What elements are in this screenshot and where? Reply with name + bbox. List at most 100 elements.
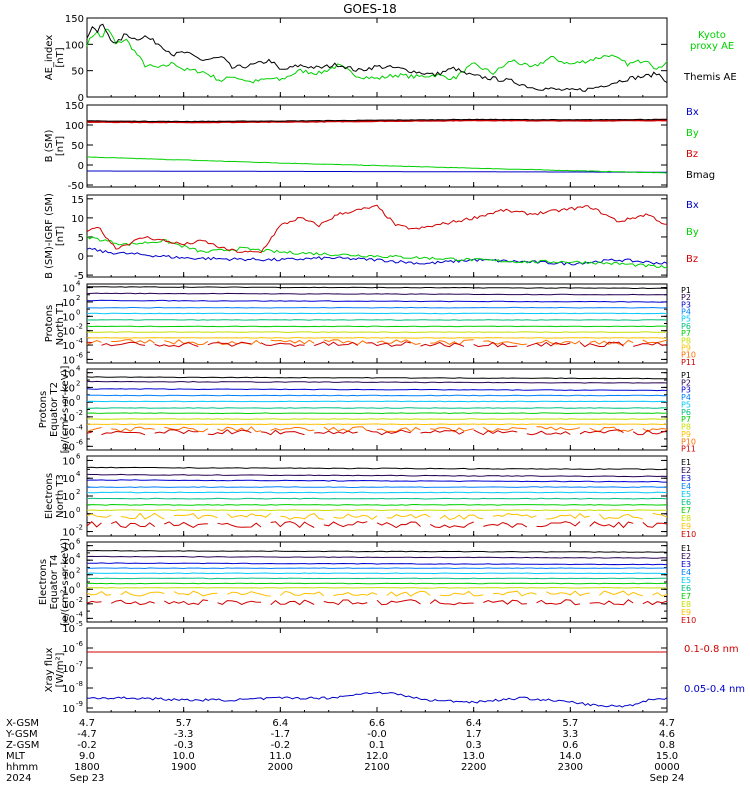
panel-electrons-t4-ytick-exp-0: -4 [76,610,84,618]
panel-bsm-series-bx [87,170,667,173]
panel-protons-t2-channel-p10-trace [483,426,527,433]
panel-electrons-t4-channel-e10-trace [110,599,155,606]
panel-protons-t2-channel-label-p5: P5 [681,400,691,409]
panel-protons-t1-channel-p10-trace [111,339,155,344]
panel-protons-t2-ytick-label-1: 10 [62,428,75,439]
panel-protons-t2-channel-p10-trace [86,427,102,433]
panel-electrons-t4-channel-e7-trace [86,582,668,585]
xaxis-value-r4-c1: 1900 [171,762,196,773]
panel-electrons-t4-ytick-label-2: 10 [62,585,75,596]
panel-protons-t2-channel-label-p7: P7 [681,415,691,424]
panel-protons-t2-channel-p2-trace [86,380,668,384]
panel-electrons-t4-channel-e9 [86,590,668,597]
panel-electrons-t3-channel-e1-trace [86,466,668,471]
panel-electrons-t3-channel-e9-trace [386,513,431,519]
panel-protons-t1-channel-p2 [86,292,668,296]
panel-electrons-t3-channel-label-e6: E6 [681,498,691,507]
panel-protons-t1-channel-p1-trace [86,286,668,290]
panel-protons-t1-channel-p9-trace [86,337,667,339]
xaxis-value-r1-c2: -1.7 [271,729,291,740]
panel-electrons-t4-channel-e8-trace [86,586,667,589]
panel-electrons-t3-channel-e3 [86,479,667,483]
panel-electrons-t4-channel-e2 [86,555,668,559]
xaxis-value-r2-c4: 0.3 [466,740,482,751]
xaxis-value-r2-c1: -0.3 [174,740,194,751]
panel-electrons-t4-ytick-label-3: 10 [62,571,75,582]
panel-electrons-t3-ytick-exp-1: 0 [76,506,80,514]
panel-electrons-t4-channel-label-e5: E5 [681,576,691,585]
panel-ae-legend-themis: Themis AE [683,72,737,83]
panel-protons-t1-channel-p11-trace [207,341,252,347]
panel-protons-t2-ytick-exp-1: -4 [76,424,84,432]
panel-electrons-t3-channel-label-e10: E10 [681,530,696,539]
panel-electrons-t3-ytick-exp-2: 2 [76,488,80,496]
panel-protons-t2-channel-p7-trace [86,412,668,415]
panel-electrons-t4-channel-e10-trace [270,599,315,606]
panel-protons-t2-channel-p8 [86,418,668,420]
panel-protons-t1-ytick-exp-4: 2 [76,294,80,302]
xaxis-value-r2-c2: -0.2 [271,740,291,751]
panel-protons-t2-channel-label-p8: P8 [681,423,691,432]
xaxis-value-r4-c0: 1800 [74,762,99,773]
panel-protons-t1-channel-p11-trace [260,342,305,348]
panel-electrons-t3-channel-label-e1: E1 [681,458,691,467]
panel-protons-t2-channel-p11-trace [86,431,92,434]
panel-protons-t2-channel-p10-trace [217,426,262,433]
panel-electrons-t3-channel-e9-trace [173,513,218,520]
panel-protons-t2-channel-p4 [86,394,668,397]
panel-protons-t1-channel-p10-trace [164,339,209,346]
panel-electrons-t3-channel-e10-trace [536,521,581,528]
panel-bdiff-legend-by: By [686,227,699,238]
panel-electrons-t3-channel-e9-trace [652,512,668,518]
panel-protons-t1-ytick-exp-5: 4 [76,280,81,288]
panel-xray-ytick-label-2: 10 [62,664,75,675]
panel-electrons-t3-channel-e9-trace [226,513,272,519]
panel-protons-t1-channel-p7-trace [86,325,668,328]
panel-electrons-t4-channel-e4 [87,567,668,570]
panel-electrons-t4-channel-e3 [86,562,668,566]
panel-bdiff-ytick-label-3: 10 [71,214,84,225]
panel-bdiff: -5 0 5 10 15 B (SM)-IGRF (SM) [nT] Bx By Bz [44,193,699,282]
panel-electrons-t3-channel-e10 [86,520,668,529]
panel-xray-ytick-exp-4: -5 [76,620,83,628]
panel-xray-frame [86,627,668,713]
panel-protons-t1-channel-p4 [86,306,668,309]
panel-protons-t2-channel-p10-trace [111,426,155,433]
panel-bsm-ylabel-line-1: [nT] [55,136,66,156]
panel-ae-legend-kyoto-line-1: proxy AE [690,41,734,52]
xaxis-value-r2-c0: -0.2 [77,740,97,751]
panel-protons-t1-channel-p7 [86,325,668,328]
panel-electrons-t3-channel-e9-trace [598,513,643,520]
panel-electrons-t3-channel-e10-trace [270,521,315,528]
panel-bdiff-series-by [86,235,668,269]
panel-bsm-legend-bz: Bz [686,149,698,160]
panel-protons-t2-ytick-label-5: 10 [62,369,75,380]
panel-electrons-t4-channel-label-e8: E8 [681,600,691,609]
panel-protons-t2-ytick-exp-5: 4 [76,365,81,373]
panel-electrons-t4-channel-e10-trace [86,600,102,604]
panel-xray-ylabel-line-1: [W/m²] [55,652,66,687]
panel-protons-t2-channel-p11 [86,429,668,436]
panel-bsm-ytick-label-3: 100 [65,121,84,132]
panel-electrons-t4-channel-e1-trace [86,549,668,553]
panel-protons-t2-channel-p11-trace [473,429,518,436]
panel-electrons-t3-channel-label-e9: E9 [681,522,691,531]
panel-ae-ytick-label-0: 0 [78,93,84,104]
panel-ae-legend-kyoto-line-0: Kyoto [698,30,726,41]
panel-xray-ytick-label-1: 10 [62,684,75,695]
panel-protons-t2-ytick-exp-2: -2 [76,409,83,417]
xaxis-value-r3-c2: 11.0 [269,751,291,762]
panel-electrons-t3-channel-e10-trace [164,521,208,528]
panel-protons-t1-channel-p11-trace [579,341,624,348]
panel-protons-t2-ytick-exp-0: -6 [76,438,84,446]
panel-electrons-t4-channel-e9-trace [492,590,537,597]
panel-protons-t1-channel-label-p10: P10 [681,351,696,360]
panel-electrons-t4-channel-label-e2: E2 [681,552,691,561]
panel-electrons-t3-channel-label-e3: E3 [681,474,691,483]
panel-electrons-t4-channel-e10-trace [483,599,527,605]
panel-electrons-t4-channel-label-e10: E10 [681,616,696,625]
panel-protons-t2-channel-label-p2: P2 [681,378,691,387]
